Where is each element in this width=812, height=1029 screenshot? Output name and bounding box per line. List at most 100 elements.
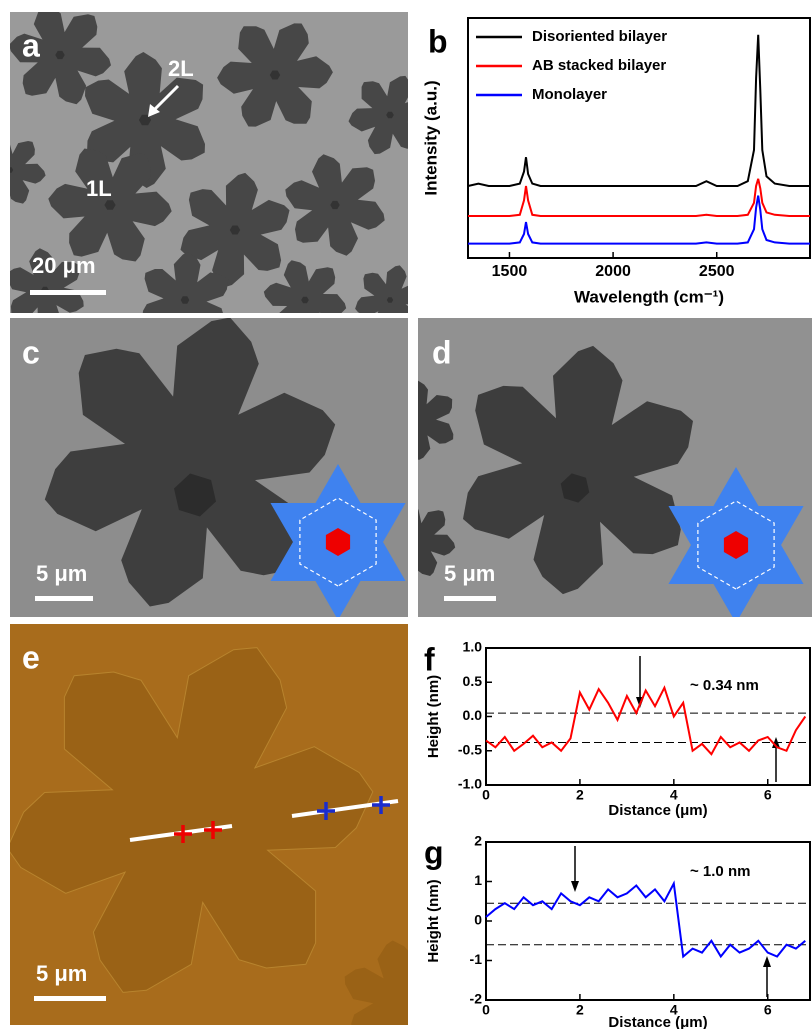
bilayer-seed <box>229 225 241 235</box>
x-tick-label: 6 <box>764 787 772 803</box>
y-tick-label: -2 <box>470 991 483 1007</box>
legend-label: Monolayer <box>532 86 607 103</box>
bilayer <box>174 473 216 517</box>
x-tick-label: 6 <box>764 1002 772 1018</box>
y-tick-label: 1 <box>474 872 482 888</box>
x-tick-label: 4 <box>670 787 678 803</box>
flake <box>10 647 374 993</box>
bilayer-seed <box>138 114 152 126</box>
x-axis-label: Wavelength (cm⁻¹) <box>574 287 724 306</box>
legend-label: Disoriented bilayer <box>532 28 667 45</box>
y-axis-label: Height (nm) <box>425 879 442 962</box>
arrow <box>150 84 180 114</box>
scale-bar-label: 5 μm <box>36 961 87 986</box>
panel-label: c <box>22 334 40 370</box>
x-axis-label: Distance (μm) <box>608 802 707 819</box>
inset-hexagon <box>697 500 775 590</box>
flake <box>263 260 347 313</box>
layer-label: 2L <box>168 56 194 81</box>
plot-frame <box>467 17 811 259</box>
layer-label: 1L <box>86 176 112 201</box>
flake <box>355 265 408 313</box>
panel-label: b <box>428 23 448 59</box>
inset-core <box>723 531 749 559</box>
scale-bar-label: 20 μm <box>32 253 96 278</box>
x-tick-label: 2 <box>576 1002 584 1018</box>
scale-bar-label: 5 μm <box>36 561 87 586</box>
bilayer-seed <box>10 167 14 173</box>
flake <box>348 75 408 155</box>
arrow-head <box>571 881 579 892</box>
flake <box>463 345 693 595</box>
bilayer-seed <box>330 200 340 210</box>
y-tick-label: -1 <box>470 951 483 967</box>
arrow-head <box>763 956 771 967</box>
y-tick-label: -1.0 <box>458 776 482 792</box>
panel-label: a <box>22 27 40 63</box>
x-tick-label: 2 <box>576 787 584 803</box>
series-line <box>468 195 810 245</box>
arrow-head <box>148 104 160 117</box>
x-tick-label: 0 <box>482 787 490 803</box>
flake <box>10 141 46 204</box>
y-tick-label: 0.5 <box>463 673 483 689</box>
y-axis-label: Height (nm) <box>425 675 442 758</box>
x-axis-label: Distance (μm) <box>608 1014 707 1029</box>
series-line <box>485 685 807 756</box>
x-tick-label: 1500 <box>492 263 528 280</box>
flake <box>10 248 84 313</box>
series-line <box>485 880 806 959</box>
bilayer-seed <box>180 296 190 304</box>
panel-label: d <box>432 334 452 370</box>
plot-frame <box>485 841 811 1001</box>
flake <box>44 318 336 607</box>
inset-star <box>668 506 804 617</box>
scale-bar <box>30 290 106 295</box>
bilayer-seed <box>386 111 394 119</box>
bilayer-seed <box>104 200 116 210</box>
panel-label: f <box>424 641 435 677</box>
inset-core <box>325 528 351 556</box>
x-tick-label: 0 <box>482 1002 490 1018</box>
flake <box>142 252 229 313</box>
bilayer-seed <box>386 297 394 303</box>
annotation: ~ 1.0 nm <box>690 863 750 880</box>
scale-bar <box>35 596 93 601</box>
flake <box>344 940 408 1025</box>
flake <box>418 509 456 576</box>
flakes <box>418 345 804 617</box>
y-tick-label: 2 <box>474 833 482 849</box>
flakes <box>44 318 406 617</box>
plot-frame <box>485 647 811 786</box>
x-tick-label: 2500 <box>699 263 735 280</box>
y-tick-label: -0.5 <box>458 741 482 757</box>
y-tick-label: 0.0 <box>463 707 483 723</box>
flakes <box>10 12 408 313</box>
series-line <box>467 34 810 187</box>
arrow-heads <box>571 697 780 967</box>
bilayer-seed <box>269 70 281 80</box>
bilayer <box>560 473 590 503</box>
y-tick-label: 1.0 <box>463 639 483 655</box>
y-tick-label: 0 <box>474 912 482 928</box>
bilayer-seed <box>301 296 309 304</box>
x-tick-label: 2000 <box>595 263 631 280</box>
x-tick-label: 4 <box>670 1002 678 1018</box>
scale-bar <box>34 996 106 1001</box>
bilayer-seed <box>55 50 65 60</box>
inset-hexagon <box>299 497 377 587</box>
y-axis-label: Intensity (a.u.) <box>421 80 440 195</box>
flake <box>418 380 454 460</box>
flakes <box>10 647 408 1025</box>
inset-star <box>270 503 406 617</box>
scale-bar <box>444 596 496 601</box>
series-line <box>468 178 810 217</box>
panel-label: e <box>22 639 40 675</box>
legend-label: AB stacked bilayer <box>532 57 666 74</box>
annotation: ~ 0.34 nm <box>690 677 759 694</box>
scale-bar-label: 5 μm <box>444 561 495 586</box>
panel-label: g <box>424 834 444 870</box>
arrows <box>574 656 777 997</box>
